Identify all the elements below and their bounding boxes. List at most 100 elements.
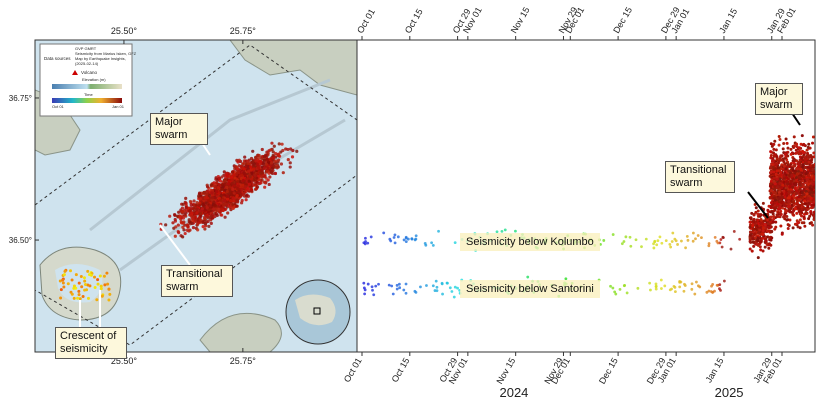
quake <box>209 183 213 187</box>
quake <box>776 185 780 189</box>
quake <box>750 249 754 253</box>
quake <box>264 153 268 158</box>
quake <box>805 181 809 185</box>
quake <box>245 159 250 163</box>
quake <box>668 242 672 246</box>
quake <box>792 201 796 205</box>
quake <box>797 146 801 150</box>
x-tick-label: Jan 15 <box>704 356 726 384</box>
quake <box>748 225 752 229</box>
map-legend <box>39 43 133 117</box>
quake <box>764 239 768 243</box>
quake <box>85 288 89 292</box>
quake <box>691 231 695 235</box>
quake <box>811 164 815 168</box>
quake <box>503 228 507 232</box>
legend-time: Time <box>84 92 94 97</box>
quake <box>808 221 812 225</box>
quake <box>795 172 799 176</box>
quake <box>220 187 225 192</box>
quake <box>762 226 766 230</box>
quake <box>758 245 762 249</box>
x-tick-label: Nov 15 <box>494 356 517 386</box>
quake <box>225 185 229 189</box>
quake <box>780 154 784 158</box>
quake <box>70 278 74 282</box>
quake <box>264 181 268 185</box>
quake <box>789 152 793 156</box>
quake <box>653 239 657 243</box>
quake <box>86 269 90 273</box>
quake <box>749 240 753 244</box>
quake <box>808 146 812 150</box>
quake <box>61 281 65 285</box>
quake <box>690 282 694 286</box>
quake <box>784 155 788 159</box>
quake <box>199 211 203 216</box>
quake <box>260 178 264 182</box>
quake <box>722 279 726 283</box>
quake <box>793 207 797 211</box>
quake <box>772 176 776 180</box>
quake <box>754 227 758 231</box>
quake <box>767 243 771 247</box>
quake <box>811 135 815 139</box>
quake <box>779 158 783 162</box>
quake <box>188 199 193 204</box>
quake <box>786 223 790 227</box>
quake <box>274 159 278 163</box>
quake <box>242 161 246 165</box>
quake <box>790 197 794 201</box>
quake <box>623 284 627 287</box>
quake <box>201 202 205 207</box>
quake <box>362 281 366 285</box>
quake <box>207 194 212 198</box>
quake <box>105 271 109 275</box>
quake <box>780 186 784 190</box>
quake <box>782 204 786 208</box>
quake <box>796 225 800 229</box>
quake <box>810 188 814 192</box>
quake <box>233 176 237 180</box>
quake <box>807 142 811 146</box>
quake <box>797 164 801 168</box>
timeline-frame <box>356 39 816 353</box>
quake <box>794 176 798 180</box>
quake <box>811 182 815 186</box>
quake <box>249 156 254 161</box>
quake <box>771 206 775 210</box>
quake <box>806 165 810 169</box>
quake <box>752 244 756 248</box>
quake <box>774 163 778 167</box>
quake <box>255 162 260 166</box>
quake <box>290 155 295 159</box>
quake <box>720 245 724 249</box>
quake <box>62 285 66 289</box>
quake <box>526 275 530 279</box>
quake <box>778 211 782 215</box>
quake <box>374 284 378 288</box>
quake <box>763 245 767 249</box>
quake <box>232 191 236 195</box>
quake <box>811 223 815 227</box>
quake <box>784 137 788 141</box>
quake <box>794 183 798 187</box>
quake <box>614 292 618 296</box>
quake <box>187 209 191 213</box>
quake <box>183 208 187 212</box>
quake <box>222 198 227 203</box>
quake <box>404 240 408 244</box>
quake <box>806 197 810 201</box>
quake <box>213 214 217 219</box>
quake <box>791 226 795 230</box>
quake <box>799 167 803 171</box>
quake <box>393 241 397 245</box>
quake <box>164 223 168 227</box>
quake <box>269 148 273 152</box>
quake <box>244 164 248 169</box>
quake <box>756 209 760 213</box>
quake <box>72 284 76 288</box>
quake <box>219 194 223 198</box>
quake <box>230 193 234 197</box>
quake <box>781 147 785 151</box>
